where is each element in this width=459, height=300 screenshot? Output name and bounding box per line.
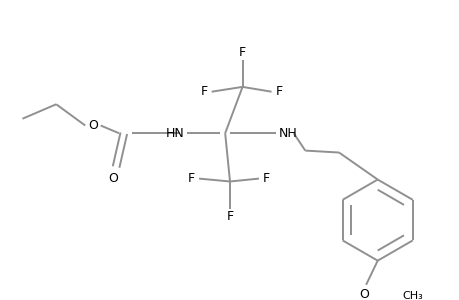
Text: F: F (275, 85, 282, 98)
Text: F: F (226, 210, 233, 223)
Text: F: F (187, 172, 195, 185)
Text: O: O (358, 288, 368, 300)
Text: HN: HN (166, 127, 184, 140)
Text: F: F (200, 85, 207, 98)
Text: O: O (88, 119, 98, 132)
Text: F: F (263, 172, 269, 185)
Text: CH₃: CH₃ (402, 291, 423, 300)
Text: F: F (239, 46, 246, 59)
Text: NH: NH (278, 127, 297, 140)
Text: O: O (108, 172, 118, 185)
